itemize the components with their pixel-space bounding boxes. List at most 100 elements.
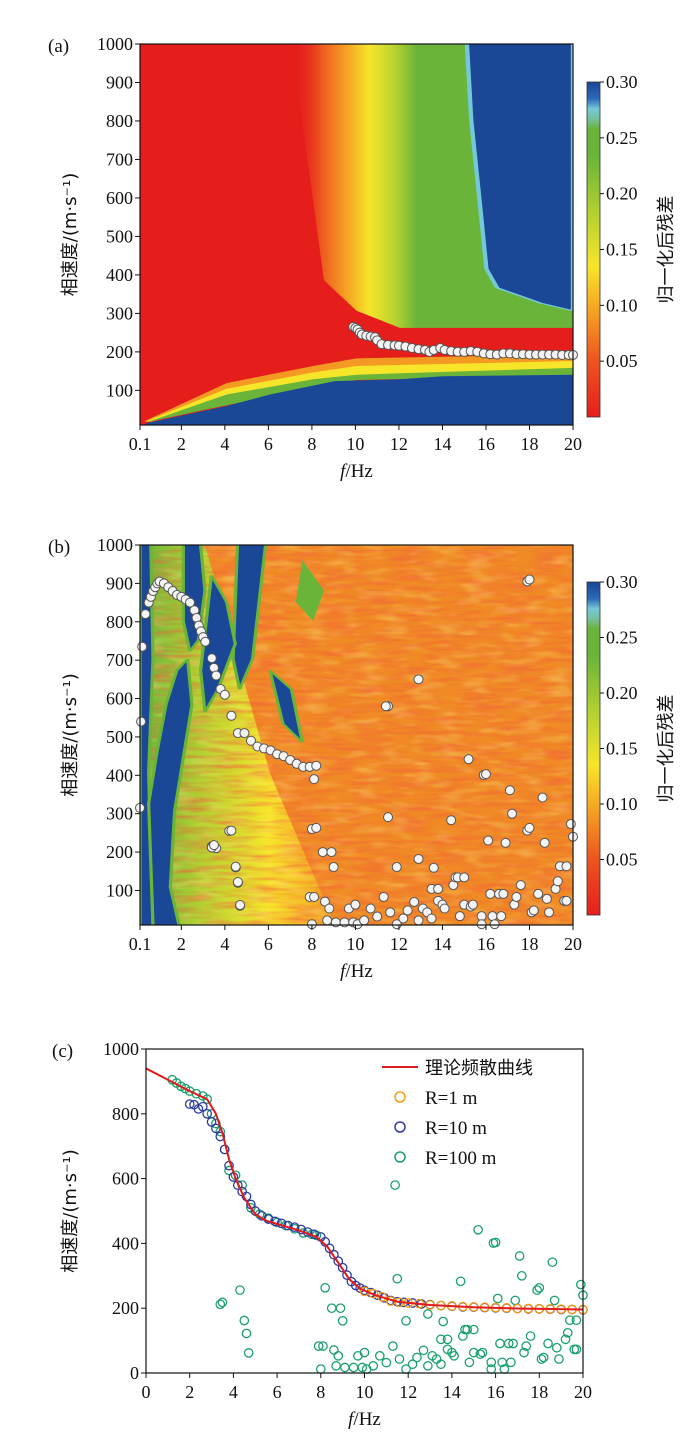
data-point-r100m	[331, 1361, 341, 1371]
y-tick-label: 200	[106, 842, 133, 862]
data-point-r100m	[412, 1352, 422, 1363]
y-tick-label: 200	[112, 1298, 139, 1318]
data-point-r100m	[449, 1350, 459, 1361]
data-point-r10m	[333, 1256, 344, 1267]
x-tick-label: 0	[142, 1382, 151, 1402]
y-tick-label: 600	[106, 188, 133, 208]
colorbar-tick-label: 0.05	[606, 351, 638, 371]
y-tick-label: 200	[106, 342, 133, 362]
data-point-r100m	[534, 1282, 545, 1293]
picked-point	[206, 653, 217, 664]
legend-marker	[394, 1151, 406, 1163]
y-tick-label: 1000	[97, 34, 133, 54]
data-point-r100m	[575, 1279, 586, 1290]
x-tick-label: 18	[520, 434, 538, 454]
y-tick-label: 300	[106, 804, 133, 824]
data-point-r100m	[519, 1347, 529, 1358]
data-point-r100m	[468, 1324, 479, 1335]
data-point-r100m	[368, 1361, 379, 1371]
data-point-r100m	[423, 1309, 433, 1319]
data-point-r100m	[551, 1342, 562, 1353]
picked-point	[219, 689, 230, 700]
picked-point	[311, 760, 322, 771]
colorbar-tick-label: 0.30	[606, 72, 638, 92]
picked-point	[372, 911, 383, 922]
data-point-r100m	[516, 1270, 527, 1281]
colorbar-tick-label: 0.30	[606, 572, 638, 592]
picked-point	[309, 774, 320, 785]
picked-point	[230, 861, 241, 872]
data-point-r100m	[486, 1357, 497, 1368]
x-tick-label: 12	[390, 934, 408, 954]
plot-frame	[139, 544, 574, 926]
data-point-r100m	[335, 1303, 346, 1314]
picked-point	[511, 891, 522, 902]
picked-point	[454, 911, 465, 922]
data-point-r100m	[532, 1285, 542, 1295]
panel-b: 0.05 0.10 0.15 0.20 0.25 0.30 归一化后残差 0.1 2 4 6 8 10 1…	[48, 535, 677, 982]
data-point-r100m	[243, 1348, 254, 1358]
y-tick-label: 700	[106, 149, 133, 169]
data-point-r100m	[241, 1328, 252, 1339]
picked-point	[317, 847, 328, 858]
picked-point	[322, 915, 333, 926]
data-point-r100m	[438, 1316, 449, 1327]
y-tick-label: 100	[106, 880, 133, 900]
picked-point	[459, 872, 470, 883]
picked-point	[413, 674, 424, 685]
data-point-r100m	[337, 1315, 348, 1326]
x-tick-label: 18	[520, 934, 538, 954]
data-point-r100m	[510, 1295, 521, 1306]
data-point-r100m	[374, 1350, 385, 1361]
picked-point	[402, 905, 413, 916]
picked-point	[426, 913, 437, 924]
x-tick-label: 20	[564, 434, 582, 454]
x-tick-label: 12	[390, 434, 408, 454]
x-tick-label: 4	[220, 434, 229, 454]
picked-point	[328, 862, 339, 873]
y-axis-label: 相速度/(m·s⁻¹)	[60, 173, 81, 296]
picked-point	[398, 913, 409, 924]
y-tick-label: 500	[106, 226, 133, 246]
data-point-r100m	[536, 1354, 547, 1364]
x-axis-label-var: f	[348, 1409, 356, 1430]
legend-marker	[394, 1121, 406, 1133]
y-tick-label: 500	[106, 727, 133, 747]
colorbar-tick-label: 0.25	[606, 628, 638, 648]
picked-point	[200, 636, 211, 647]
data-point-r100m	[547, 1257, 558, 1268]
picked-point	[136, 716, 147, 727]
y-tick-label: 900	[106, 573, 133, 593]
data-point-r100m	[418, 1345, 429, 1356]
x-axis-label: f/Hz	[348, 1409, 381, 1430]
data-point-r100m	[329, 1345, 339, 1355]
y-tick-label: 900	[106, 72, 133, 92]
data-point-r100m	[348, 1362, 359, 1373]
y-tick-label: 800	[106, 111, 133, 131]
data-point-r100m	[357, 1362, 368, 1373]
data-point-r10m	[206, 1117, 217, 1127]
colorbar-tick-label: 0.05	[606, 850, 638, 870]
x-tick-label: 18	[530, 1382, 548, 1402]
x-tick-label: 8	[316, 1382, 325, 1402]
plot-frame	[139, 43, 574, 426]
data-point-r100m	[436, 1334, 446, 1345]
data-point-r100m	[490, 1237, 501, 1248]
data-point-r100m	[401, 1315, 411, 1326]
picked-point	[524, 574, 535, 585]
colorbar-tick-label: 0.10	[606, 794, 638, 814]
picked-point	[428, 862, 439, 873]
panel-b-heatmap	[140, 545, 573, 925]
colorbar-label: 归一化后残差	[656, 196, 677, 304]
y-tick-label: 400	[112, 1233, 139, 1253]
picked-point	[185, 597, 196, 608]
picked-point	[489, 919, 500, 930]
picked-point	[439, 903, 450, 914]
colorbar-tick-label: 0.20	[606, 184, 638, 204]
data-point-r100m	[423, 1361, 433, 1371]
data-point-r100m	[571, 1315, 582, 1326]
y-axis-label: 相速度/(m·s⁻¹)	[60, 1149, 81, 1272]
colorbar-tick-label: 0.15	[606, 240, 638, 260]
x-tick-label: 4	[229, 1382, 238, 1402]
